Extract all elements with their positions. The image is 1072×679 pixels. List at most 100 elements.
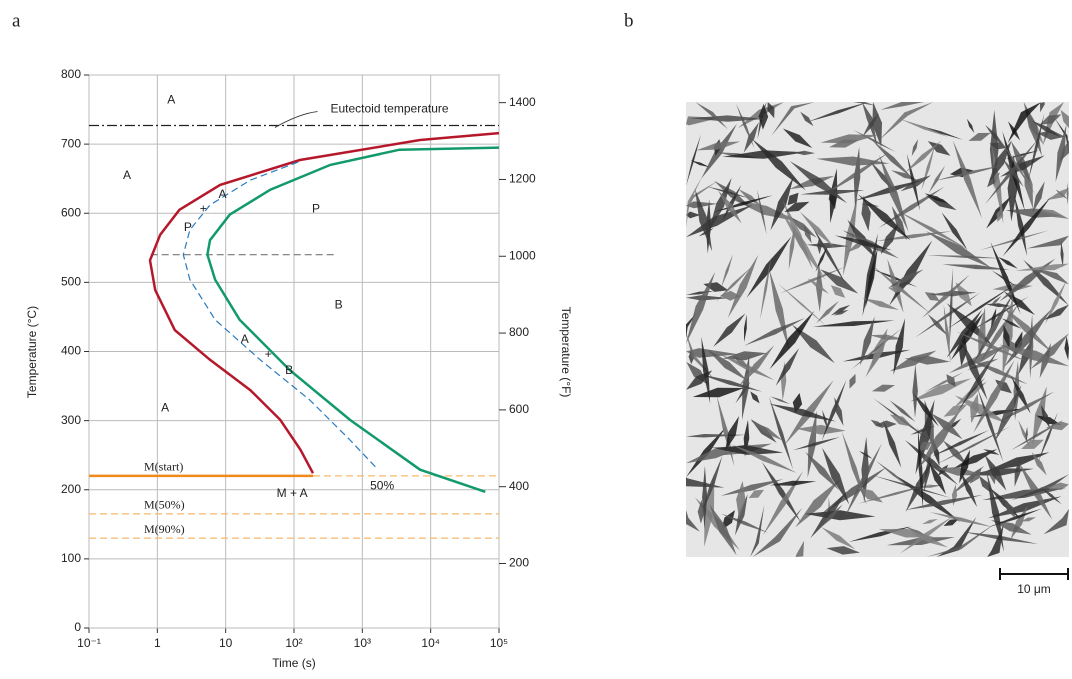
needle (883, 419, 902, 468)
needle (769, 268, 790, 351)
needle (928, 165, 946, 194)
needle (826, 546, 860, 555)
needle (750, 391, 760, 404)
needle (706, 186, 750, 199)
needle (769, 403, 836, 422)
needle (900, 175, 931, 192)
needle (1023, 259, 1069, 306)
needle (918, 441, 932, 450)
needle (857, 487, 883, 503)
needle (720, 513, 768, 533)
needle (731, 444, 797, 473)
needle (1055, 124, 1067, 182)
y-tick-label: 600 (61, 205, 81, 219)
annotation: 50% (370, 478, 394, 492)
needle (889, 400, 916, 422)
needle (959, 337, 988, 401)
needle (692, 387, 745, 398)
needle (822, 409, 828, 431)
needle (946, 374, 956, 387)
needle (760, 256, 772, 320)
needle (934, 164, 1006, 181)
needle (1000, 139, 1036, 196)
needle (859, 451, 873, 459)
needle (769, 396, 794, 470)
needle (782, 128, 813, 148)
needle (800, 111, 814, 127)
needle (994, 385, 1022, 442)
needle (686, 211, 701, 219)
needle (979, 475, 992, 493)
y-tick-label: 400 (61, 344, 81, 358)
needle (954, 395, 1007, 424)
needle (706, 349, 748, 381)
needle (686, 271, 716, 344)
needle (999, 344, 1069, 367)
needle (946, 309, 983, 358)
needle (770, 396, 791, 405)
needle (1028, 113, 1045, 181)
annotation: + (200, 201, 207, 215)
needle (988, 140, 1012, 184)
needle (742, 354, 750, 420)
x-tick-label: 10³ (354, 636, 371, 650)
needle (842, 196, 858, 276)
needle (1021, 439, 1044, 449)
needle (874, 231, 953, 242)
needle (919, 409, 961, 468)
needle (1001, 318, 1022, 329)
needle (1064, 336, 1069, 361)
y2-tick-label: 1200 (509, 172, 536, 186)
needle (786, 214, 817, 238)
needle (1032, 120, 1060, 137)
needle (1000, 304, 1053, 354)
needle (1031, 452, 1047, 476)
needle (701, 336, 711, 404)
needle (782, 200, 814, 270)
needle (946, 284, 1015, 330)
needle (823, 152, 889, 196)
needle (686, 477, 725, 488)
needle (731, 199, 799, 222)
y-tick-label: 100 (61, 551, 81, 565)
needle (949, 167, 974, 178)
needle (1004, 150, 1040, 160)
needle (1060, 241, 1064, 268)
needle (922, 519, 938, 525)
needle (929, 512, 994, 528)
needle (821, 380, 847, 441)
needle (751, 138, 806, 191)
needle (941, 212, 968, 250)
annotation: A (161, 400, 169, 414)
needle (830, 285, 846, 298)
needle (796, 424, 846, 435)
annotation: P (312, 201, 320, 215)
needle (696, 141, 741, 151)
needle (1002, 196, 1051, 257)
needle (735, 494, 748, 536)
needle (789, 161, 848, 204)
needle (841, 431, 867, 505)
needle (788, 223, 796, 270)
needle (854, 179, 923, 201)
needle (942, 264, 1010, 270)
needle (807, 278, 829, 294)
needle (869, 334, 904, 340)
needle (686, 313, 697, 339)
y2-tick-label: 1400 (509, 95, 536, 109)
needle (758, 103, 769, 130)
needle (986, 472, 1004, 552)
needle (1036, 415, 1062, 426)
needle (915, 292, 981, 338)
needle (808, 102, 869, 122)
needle (738, 345, 775, 387)
needle (701, 123, 737, 179)
needle (912, 364, 918, 418)
series-label: M(start) (144, 460, 183, 474)
needle (1046, 188, 1069, 201)
y-tick-label: 300 (61, 413, 81, 427)
x-axis-label: Time (s) (272, 656, 316, 670)
needle (1032, 386, 1047, 445)
needle (713, 313, 746, 347)
y2-tick-label: 1000 (509, 248, 536, 262)
